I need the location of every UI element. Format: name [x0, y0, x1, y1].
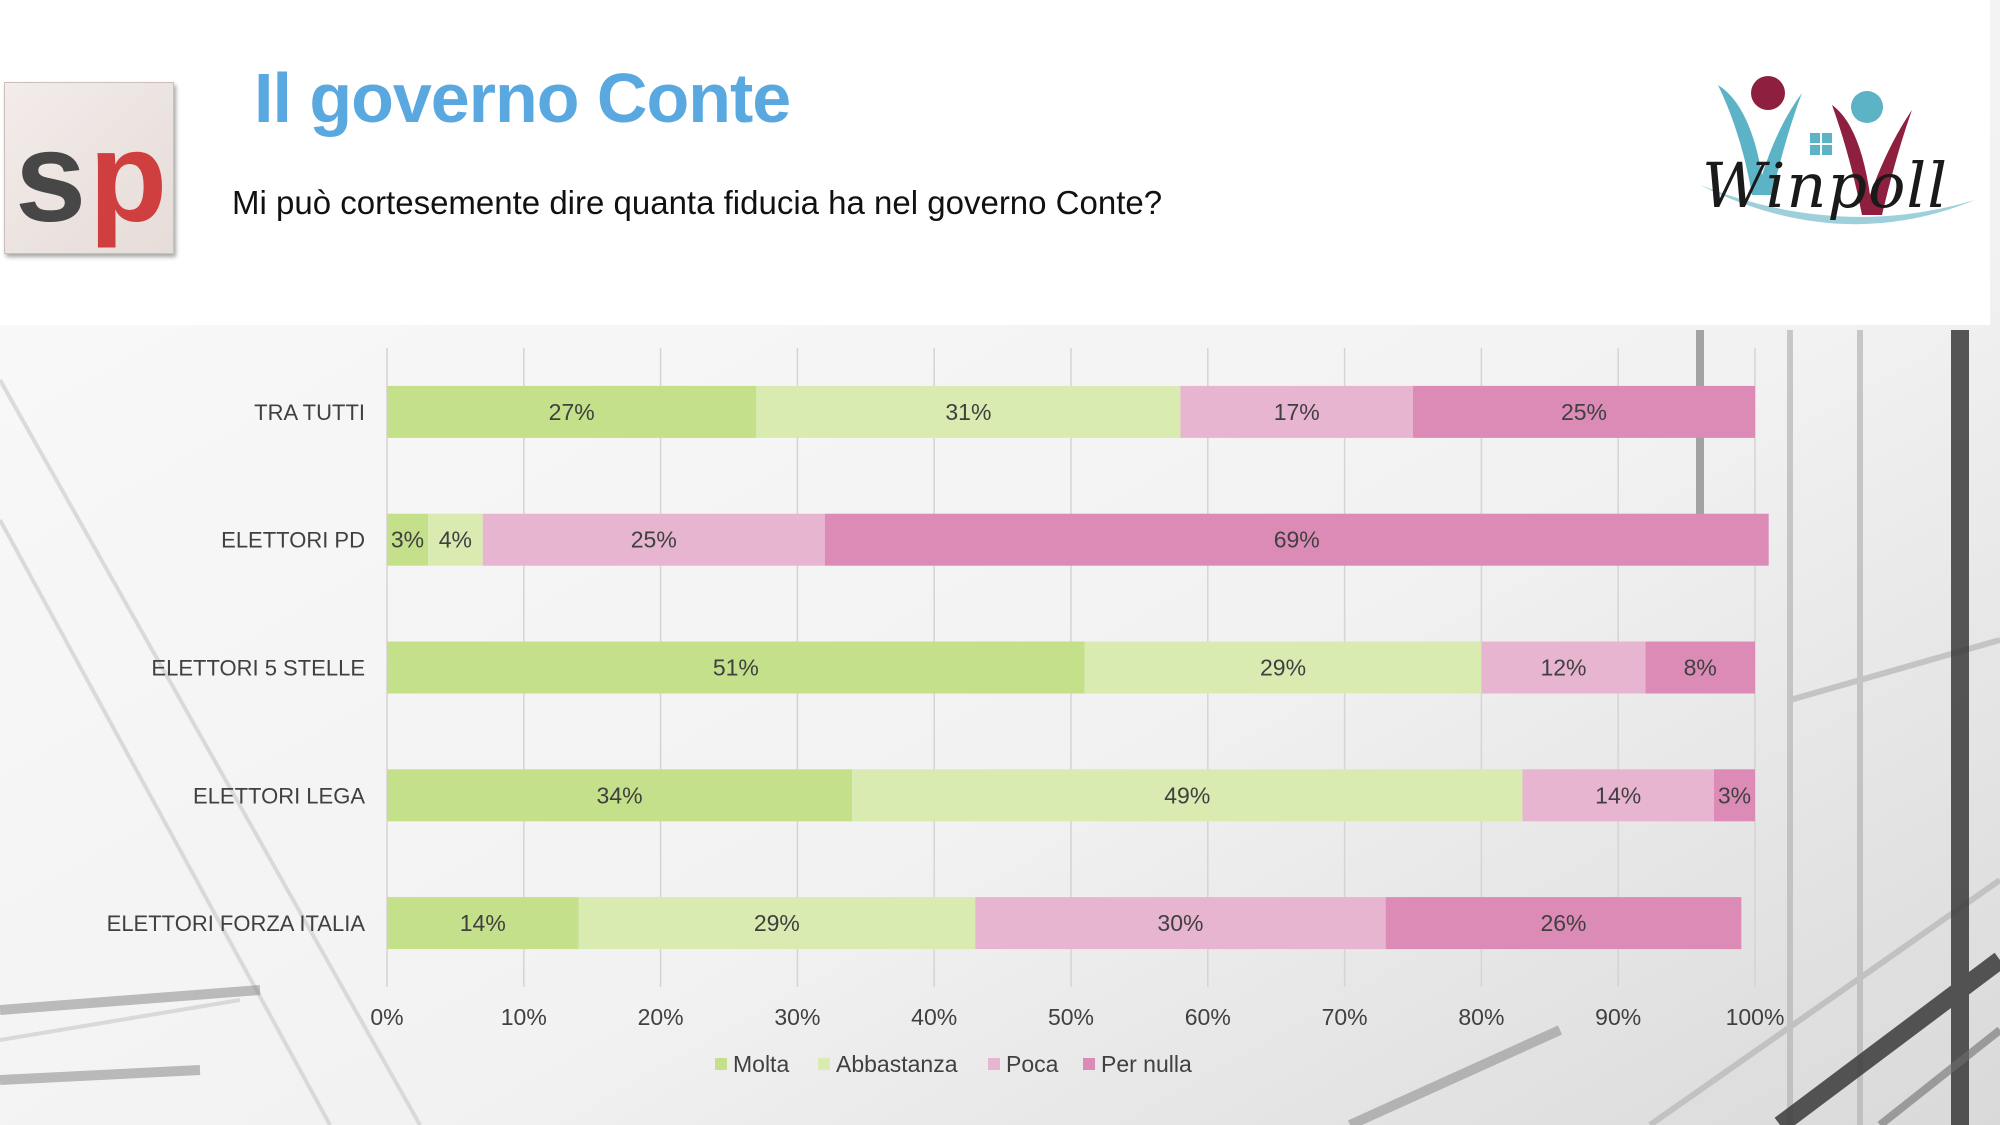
data-label: 69%: [1274, 527, 1320, 553]
data-label: 3%: [391, 527, 424, 553]
legend-label: Poca: [1006, 1050, 1059, 1077]
x-tick-label: 40%: [911, 1004, 957, 1030]
survey-question: Mi può cortesemente dire quanta fiducia …: [232, 184, 1163, 221]
winpoll-logo-text: Winpoll: [1702, 149, 1948, 222]
data-label: 3%: [1718, 782, 1751, 808]
bar-segment: [824, 513, 1769, 566]
category-label: ELETTORI 5 STELLE: [151, 656, 365, 681]
category-label: TRA TUTTI: [254, 400, 365, 425]
legend-item: Per nulla: [1083, 1048, 1192, 1080]
data-label: 14%: [460, 910, 506, 936]
x-tick-label: 80%: [1458, 1004, 1504, 1030]
data-label: 30%: [1157, 910, 1203, 936]
bar-segment: [1645, 641, 1755, 694]
data-label: 12%: [1540, 655, 1586, 681]
bar-segment: [387, 769, 853, 822]
bar-segment: [387, 513, 429, 566]
data-label: 25%: [1561, 399, 1607, 425]
bar-segment: [387, 897, 579, 950]
sp-logo-letter-p: p: [89, 106, 168, 249]
legend-swatch: [1083, 1058, 1095, 1070]
bar-segment: [482, 513, 825, 566]
legend-item: Abbastanza: [818, 1048, 957, 1080]
bar-segment: [578, 897, 976, 950]
data-label: 14%: [1595, 782, 1641, 808]
legend-label: Molta: [733, 1050, 790, 1077]
sp-logo-icon: s p: [4, 82, 174, 254]
bar-segment: [1522, 769, 1714, 822]
x-tick-label: 0%: [370, 1004, 403, 1030]
data-label: 49%: [1164, 782, 1210, 808]
data-label: 29%: [754, 910, 800, 936]
legend-swatch: [818, 1058, 830, 1070]
x-tick-label: 10%: [501, 1004, 547, 1030]
page-title: Il governo Conte: [254, 59, 791, 137]
legend-label: Abbastanza: [836, 1050, 958, 1077]
data-label: 26%: [1540, 910, 1586, 936]
bar-segment: [975, 897, 1386, 950]
bar-segment: [387, 641, 1085, 694]
bar-segment: [852, 769, 1523, 822]
legend-item: Molta: [715, 1048, 789, 1080]
chart-legend: Molta Abbastanza Poca Per nulla: [0, 1048, 2000, 1080]
data-label: 17%: [1274, 399, 1320, 425]
x-tick-label: 90%: [1595, 1004, 1641, 1030]
legend-item: Poca: [988, 1048, 1058, 1080]
data-label: 27%: [549, 399, 595, 425]
data-label: 51%: [713, 655, 759, 681]
data-label: 31%: [945, 399, 991, 425]
data-label: 8%: [1684, 655, 1717, 681]
x-tick-label: 100%: [1726, 1004, 1785, 1030]
x-tick-label: 70%: [1322, 1004, 1368, 1030]
x-tick-label: 30%: [774, 1004, 820, 1030]
bar-segment: [1713, 769, 1755, 822]
data-label: 4%: [439, 527, 472, 553]
legend-label: Per nulla: [1101, 1050, 1192, 1077]
bar-segment: [1413, 385, 1755, 438]
x-tick-label: 60%: [1185, 1004, 1231, 1030]
bar-segment: [1385, 897, 1742, 950]
bar-segment: [1180, 385, 1413, 438]
category-label: ELETTORI PD: [221, 528, 365, 553]
sp-logo-letter-s: s: [15, 106, 86, 249]
data-label: 25%: [631, 527, 677, 553]
bar-segment: [1084, 641, 1482, 694]
bar-segment: [387, 385, 757, 438]
bar-segment: [1481, 641, 1646, 694]
category-label: ELETTORI FORZA ITALIA: [107, 911, 366, 936]
category-label: ELETTORI LEGA: [193, 783, 365, 808]
legend-swatch: [715, 1058, 727, 1070]
x-tick-label: 20%: [638, 1004, 684, 1030]
header-panel: [0, 0, 1990, 325]
legend-swatch: [988, 1058, 1000, 1070]
winpoll-logo-icon: Winpoll: [1700, 76, 1975, 225]
data-label: 34%: [597, 782, 643, 808]
x-tick-label: 50%: [1048, 1004, 1094, 1030]
data-label: 29%: [1260, 655, 1306, 681]
bar-segment: [428, 513, 483, 566]
bar-segment: [756, 385, 1181, 438]
